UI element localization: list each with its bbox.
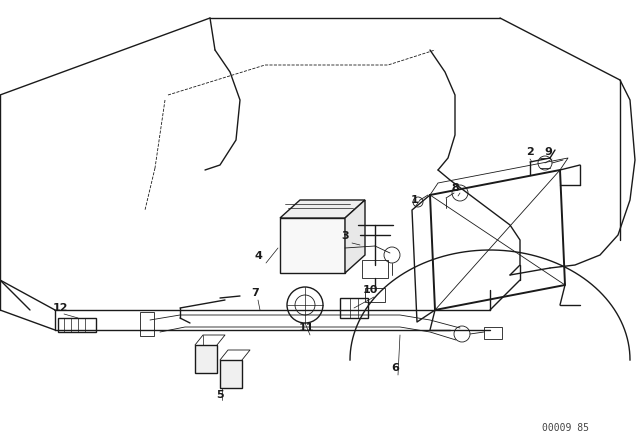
Text: 9: 9 bbox=[544, 147, 552, 157]
Bar bbox=[220, 360, 242, 388]
Text: 5: 5 bbox=[216, 390, 224, 400]
Text: 00009 85: 00009 85 bbox=[541, 423, 589, 433]
Bar bbox=[195, 345, 217, 373]
Text: 1: 1 bbox=[411, 195, 419, 205]
Bar bbox=[484, 327, 502, 339]
Bar bbox=[140, 312, 154, 336]
Bar bbox=[340, 298, 368, 318]
Text: 7: 7 bbox=[251, 288, 259, 298]
Polygon shape bbox=[345, 200, 365, 273]
Text: 10: 10 bbox=[362, 285, 378, 295]
Text: 11: 11 bbox=[298, 323, 314, 333]
Text: 4: 4 bbox=[254, 251, 262, 261]
Text: 8: 8 bbox=[451, 183, 459, 193]
Polygon shape bbox=[280, 200, 365, 218]
Text: 12: 12 bbox=[52, 303, 68, 313]
Text: 3: 3 bbox=[341, 231, 349, 241]
Bar bbox=[58, 318, 96, 332]
Text: 2: 2 bbox=[526, 147, 534, 157]
Text: 6: 6 bbox=[391, 363, 399, 373]
Bar bbox=[280, 218, 345, 273]
Bar bbox=[365, 288, 385, 302]
Bar bbox=[362, 260, 388, 278]
